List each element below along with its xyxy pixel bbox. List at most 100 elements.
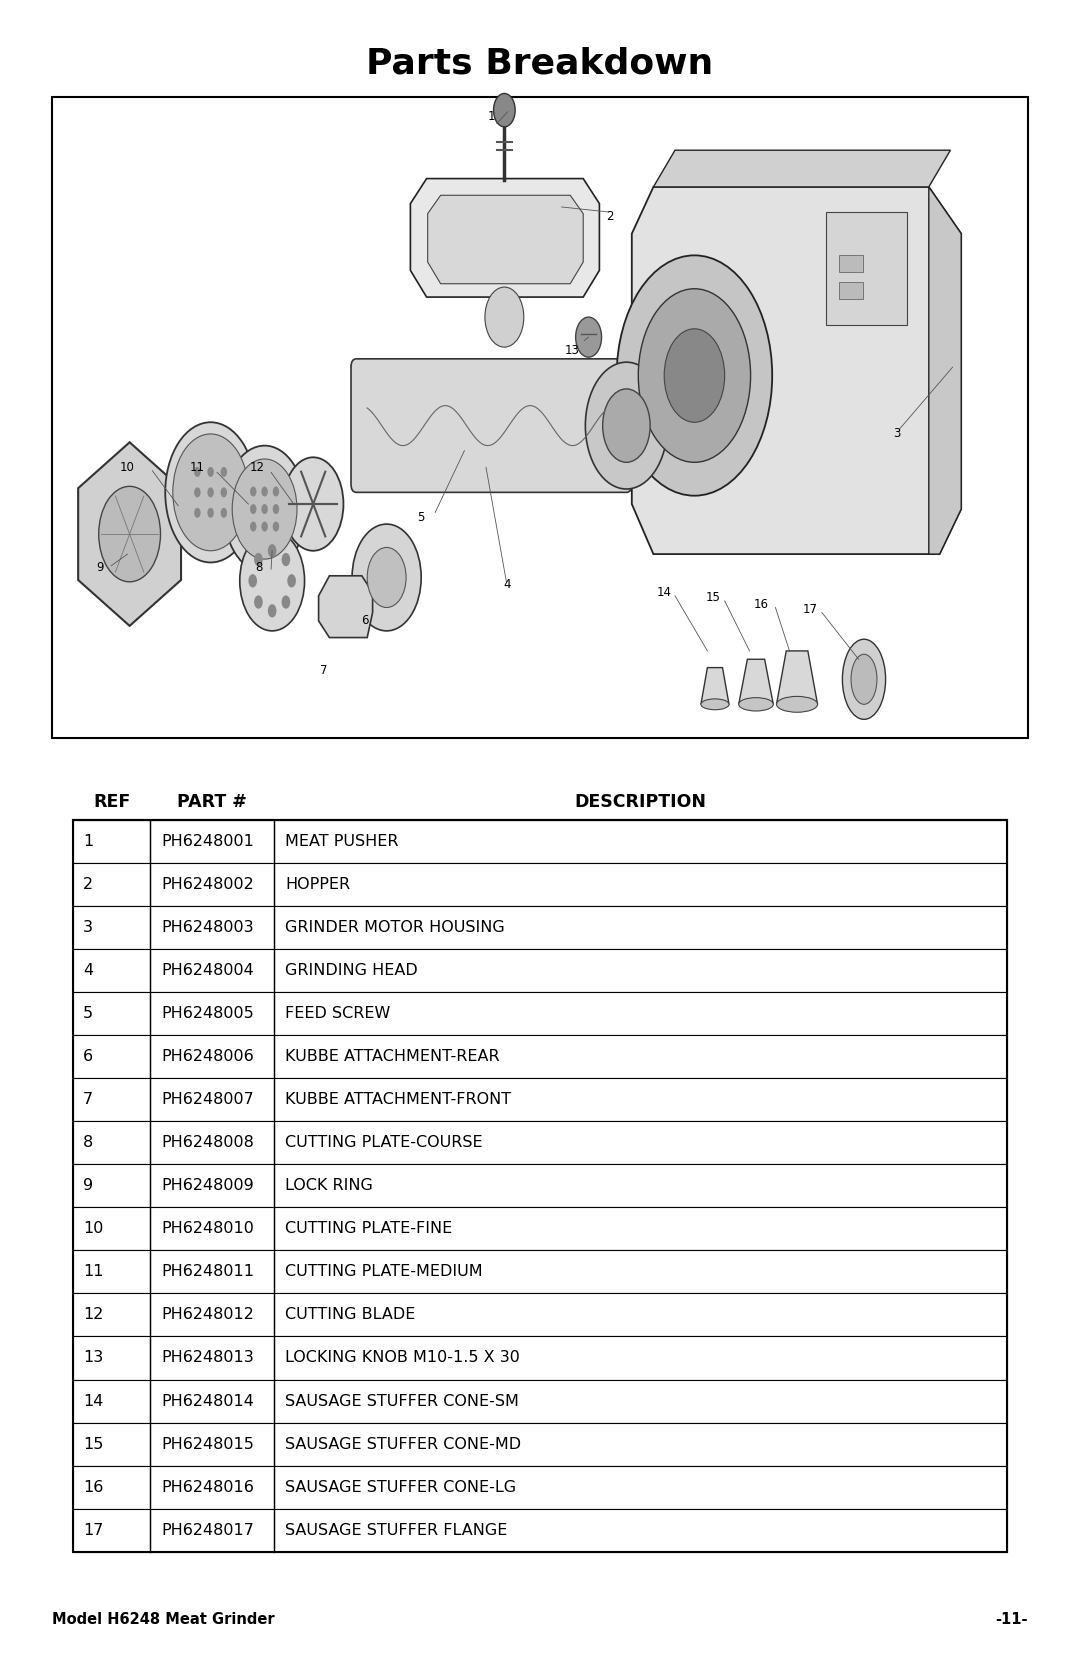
Circle shape: [194, 467, 201, 477]
Text: 5: 5: [83, 1006, 93, 1021]
Text: GRINDER MOTOR HOUSING: GRINDER MOTOR HOUSING: [285, 920, 505, 935]
Circle shape: [283, 457, 343, 551]
Text: PH6248012: PH6248012: [161, 1307, 254, 1322]
Ellipse shape: [777, 696, 818, 713]
Text: SAUSAGE STUFFER FLANGE: SAUSAGE STUFFER FLANGE: [285, 1522, 508, 1537]
Polygon shape: [739, 659, 773, 704]
Text: PH6248004: PH6248004: [161, 963, 254, 978]
Circle shape: [249, 521, 257, 531]
Text: 14: 14: [83, 1394, 104, 1409]
Polygon shape: [410, 179, 599, 297]
Text: 16: 16: [754, 598, 769, 611]
FancyBboxPatch shape: [73, 1165, 1007, 1207]
Circle shape: [664, 329, 725, 422]
Text: PH6248009: PH6248009: [161, 1178, 254, 1193]
FancyBboxPatch shape: [73, 863, 1007, 906]
FancyBboxPatch shape: [52, 97, 1028, 738]
Text: 3: 3: [893, 427, 900, 441]
Circle shape: [287, 574, 296, 587]
Text: 1: 1: [488, 110, 495, 124]
FancyBboxPatch shape: [73, 1207, 1007, 1250]
FancyBboxPatch shape: [73, 1465, 1007, 1509]
Polygon shape: [701, 668, 729, 704]
Text: 2: 2: [607, 210, 613, 224]
FancyBboxPatch shape: [73, 1293, 1007, 1337]
Circle shape: [367, 547, 406, 608]
Text: PH6248001: PH6248001: [161, 834, 254, 850]
Circle shape: [585, 362, 667, 489]
Text: SAUSAGE STUFFER CONE-LG: SAUSAGE STUFFER CONE-LG: [285, 1480, 516, 1495]
Text: CUTTING PLATE-FINE: CUTTING PLATE-FINE: [285, 1222, 453, 1237]
Text: 10: 10: [83, 1222, 104, 1237]
Text: PH6248014: PH6248014: [161, 1394, 254, 1409]
Circle shape: [98, 486, 161, 582]
Text: CUTTING PLATE-COURSE: CUTTING PLATE-COURSE: [285, 1135, 483, 1150]
Polygon shape: [428, 195, 583, 284]
Text: 14: 14: [657, 586, 672, 599]
Circle shape: [165, 422, 256, 562]
Text: 17: 17: [83, 1522, 104, 1537]
Text: PH6248010: PH6248010: [161, 1222, 254, 1237]
Circle shape: [232, 459, 297, 559]
Text: 13: 13: [565, 344, 580, 357]
Text: PART #: PART #: [177, 793, 247, 811]
Circle shape: [249, 504, 257, 514]
Text: PH6248008: PH6248008: [161, 1135, 254, 1150]
FancyBboxPatch shape: [351, 359, 632, 492]
Circle shape: [261, 487, 268, 497]
Text: 9: 9: [97, 561, 104, 574]
Ellipse shape: [739, 698, 773, 711]
Circle shape: [220, 467, 227, 477]
Text: 2: 2: [83, 876, 93, 891]
Text: 15: 15: [705, 591, 720, 604]
Text: 3: 3: [83, 920, 93, 935]
Circle shape: [194, 507, 201, 517]
FancyBboxPatch shape: [839, 282, 863, 299]
Text: SAUSAGE STUFFER CONE-MD: SAUSAGE STUFFER CONE-MD: [285, 1437, 522, 1452]
Circle shape: [254, 596, 262, 609]
FancyBboxPatch shape: [73, 991, 1007, 1035]
Text: PH6248007: PH6248007: [161, 1092, 254, 1107]
Text: 6: 6: [83, 1050, 93, 1065]
Text: SAUSAGE STUFFER CONE-SM: SAUSAGE STUFFER CONE-SM: [285, 1394, 519, 1409]
Text: PH6248011: PH6248011: [161, 1265, 254, 1280]
Circle shape: [638, 289, 751, 462]
Circle shape: [352, 524, 421, 631]
Text: PH6248017: PH6248017: [161, 1522, 254, 1537]
Text: 13: 13: [83, 1350, 103, 1365]
Circle shape: [576, 317, 602, 357]
Circle shape: [220, 487, 227, 497]
Circle shape: [282, 552, 291, 566]
Text: 11: 11: [190, 461, 205, 474]
Text: Parts Breakdown: Parts Breakdown: [366, 47, 714, 80]
FancyBboxPatch shape: [73, 1035, 1007, 1078]
Text: 16: 16: [83, 1480, 104, 1495]
Text: HOPPER: HOPPER: [285, 876, 350, 891]
FancyBboxPatch shape: [826, 212, 907, 325]
Text: 7: 7: [83, 1092, 93, 1107]
Text: PH6248006: PH6248006: [161, 1050, 254, 1065]
Text: LOCKING KNOB M10-1.5 X 30: LOCKING KNOB M10-1.5 X 30: [285, 1350, 521, 1365]
FancyBboxPatch shape: [73, 1380, 1007, 1422]
Polygon shape: [653, 150, 950, 187]
Text: 17: 17: [802, 603, 818, 616]
Text: GRINDING HEAD: GRINDING HEAD: [285, 963, 418, 978]
Ellipse shape: [701, 699, 729, 709]
FancyBboxPatch shape: [73, 1122, 1007, 1165]
Polygon shape: [319, 576, 373, 638]
Text: 1: 1: [83, 834, 93, 850]
Circle shape: [282, 596, 291, 609]
Circle shape: [261, 521, 268, 531]
Text: DESCRIPTION: DESCRIPTION: [575, 793, 706, 811]
Ellipse shape: [851, 654, 877, 704]
Text: Model H6248 Meat Grinder: Model H6248 Meat Grinder: [52, 1612, 274, 1627]
Circle shape: [207, 487, 214, 497]
Text: 12: 12: [249, 461, 265, 474]
Text: 7: 7: [321, 664, 327, 678]
Circle shape: [254, 552, 262, 566]
Text: 15: 15: [83, 1437, 104, 1452]
Polygon shape: [777, 651, 818, 704]
Polygon shape: [929, 187, 961, 554]
Ellipse shape: [842, 639, 886, 719]
Text: 10: 10: [120, 461, 135, 474]
